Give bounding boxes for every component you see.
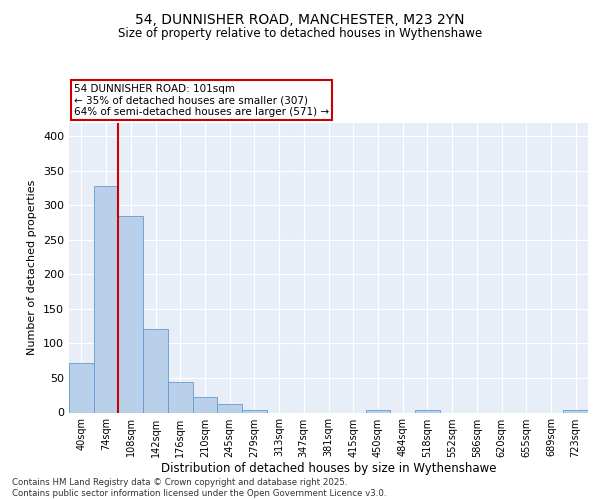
- Bar: [118, 216, 143, 412]
- Bar: [94, 186, 118, 412]
- Text: Contains HM Land Registry data © Crown copyright and database right 2025.
Contai: Contains HM Land Registry data © Crown c…: [12, 478, 386, 498]
- Text: Size of property relative to detached houses in Wythenshawe: Size of property relative to detached ho…: [118, 28, 482, 40]
- Bar: [415, 410, 440, 412]
- Bar: [143, 329, 168, 412]
- Bar: [193, 396, 217, 412]
- Bar: [69, 363, 94, 412]
- Y-axis label: Number of detached properties: Number of detached properties: [28, 180, 37, 355]
- Text: 54 DUNNISHER ROAD: 101sqm
← 35% of detached houses are smaller (307)
64% of semi: 54 DUNNISHER ROAD: 101sqm ← 35% of detac…: [74, 84, 329, 116]
- X-axis label: Distribution of detached houses by size in Wythenshawe: Distribution of detached houses by size …: [161, 462, 496, 475]
- Text: 54, DUNNISHER ROAD, MANCHESTER, M23 2YN: 54, DUNNISHER ROAD, MANCHESTER, M23 2YN: [135, 12, 465, 26]
- Bar: [563, 410, 588, 412]
- Bar: [217, 404, 242, 412]
- Bar: [365, 410, 390, 412]
- Bar: [242, 410, 267, 412]
- Bar: [168, 382, 193, 412]
